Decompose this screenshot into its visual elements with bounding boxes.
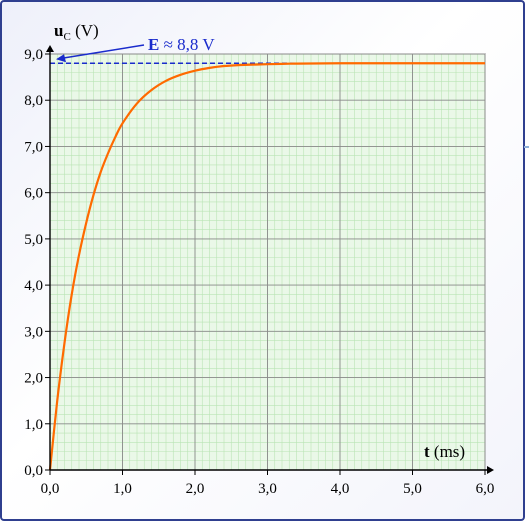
y-tick-label: 3,0 (24, 324, 43, 340)
x-axis-label: t (ms) (424, 442, 465, 461)
y-tick-label: 7,0 (24, 139, 43, 155)
y-axis-arrow (46, 45, 54, 52)
annotation-arrow (56, 44, 145, 63)
y-tick-label: 0,0 (24, 463, 43, 479)
y-axis-label: uC (V) (54, 21, 99, 43)
y-tick-label: 4,0 (24, 278, 43, 294)
y-tick-label: 9,0 (24, 47, 43, 63)
y-tick-label: 2,0 (24, 371, 43, 387)
edge-marker (524, 146, 529, 148)
annotation-arrow-line (61, 44, 145, 59)
y-tick-label: 8,0 (24, 93, 43, 109)
series-line-uc (48, 62, 486, 471)
x-tick-label: 3,0 (258, 481, 277, 497)
x-tick-labels: 0,0 1,0 2,0 3,0 4,0 5,0 6,0 (41, 481, 495, 497)
y-tick-label: 1,0 (24, 417, 43, 433)
y-tick-label: 5,0 (24, 232, 43, 248)
x-tick-label: 0,0 (41, 481, 60, 497)
annotation-arrow-head (56, 54, 66, 63)
y-tick-label: 6,0 (24, 186, 43, 202)
series-group (48, 62, 486, 471)
x-tick-label: 1,0 (113, 481, 132, 497)
x-tick-label: 5,0 (403, 481, 422, 497)
x-tick-label: 4,0 (331, 481, 350, 497)
x-axis-arrow (487, 466, 494, 474)
annotation-E: E ≈ 8,8 V (148, 35, 215, 54)
axes (45, 45, 494, 475)
x-tick-label: 6,0 (476, 481, 495, 497)
x-tick-label: 2,0 (186, 481, 205, 497)
y-tick-labels: 0,0 1,0 2,0 3,0 4,0 5,0 6,0 7,0 8,0 9,0 (24, 47, 43, 479)
